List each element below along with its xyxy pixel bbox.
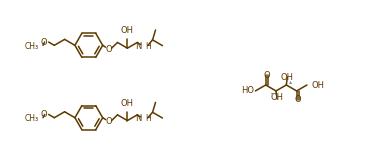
Text: OH: OH bbox=[121, 26, 134, 35]
Text: OH: OH bbox=[270, 93, 283, 102]
Text: N: N bbox=[135, 115, 142, 123]
Text: HO: HO bbox=[241, 87, 254, 95]
Text: O: O bbox=[40, 110, 46, 119]
Text: H: H bbox=[146, 115, 151, 123]
Text: OH: OH bbox=[121, 99, 134, 108]
Text: O: O bbox=[40, 38, 46, 47]
Text: OH: OH bbox=[312, 81, 325, 91]
Text: CH₃: CH₃ bbox=[25, 42, 39, 51]
Text: H: H bbox=[146, 42, 151, 51]
Text: ▴: ▴ bbox=[289, 79, 292, 85]
Text: ▾: ▾ bbox=[272, 91, 275, 96]
Text: O: O bbox=[263, 71, 270, 80]
Text: CH₃: CH₃ bbox=[25, 114, 39, 123]
Text: N: N bbox=[135, 42, 142, 51]
Text: O: O bbox=[105, 45, 112, 54]
Text: O: O bbox=[105, 117, 112, 126]
Text: O: O bbox=[294, 95, 301, 104]
Text: OH: OH bbox=[281, 73, 294, 82]
